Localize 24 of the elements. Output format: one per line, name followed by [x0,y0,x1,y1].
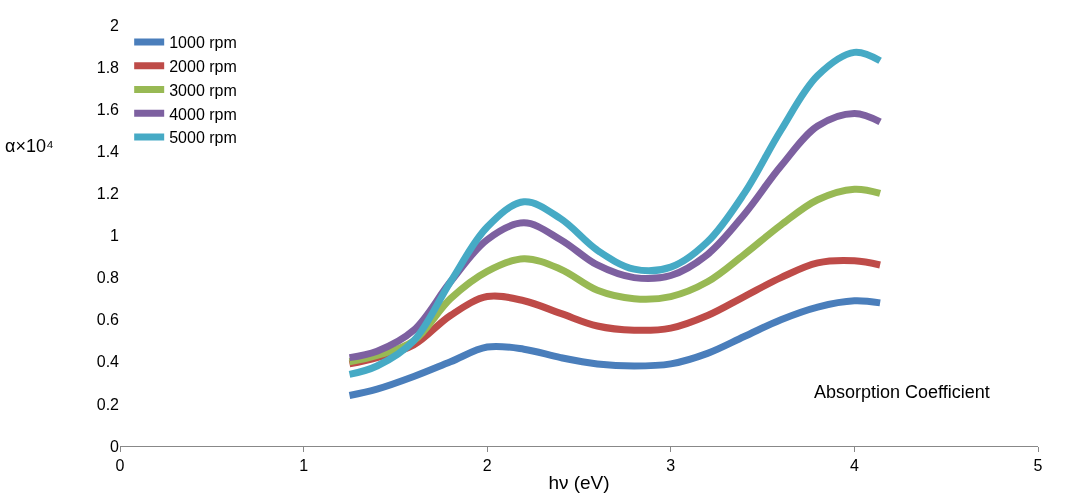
legend-label: 3000 rpm [169,81,237,99]
x-tick-label: 2 [482,457,492,475]
legend-label: 5000 rpm [169,129,237,147]
y-tick-label: 2 [110,16,120,34]
x-tick-label: 5 [1033,457,1043,475]
x-tick-label: 4 [849,457,859,475]
x-tick-label: 3 [666,457,676,475]
y-tick-label: 1.2 [96,185,120,202]
x-axis-title: hν (eV) [548,472,610,493]
y-tick-label: 0 [110,437,120,455]
y-tick-label: 0.6 [96,311,120,329]
x-tick-label: 1 [299,457,309,475]
y-tick-label: 1.8 [96,58,120,76]
y-tick-label: 1 [110,227,120,245]
y-axis-title: α×10⁴ [5,136,54,156]
y-tick-label: 0.4 [96,353,120,371]
y-tick-label: 0.2 [96,395,120,413]
annotation: Absorption Coefficient [814,382,990,402]
y-tick-label: 0.8 [96,269,120,287]
legend-label: 4000 rpm [169,105,237,123]
legend-label: 1000 rpm [169,34,237,52]
legend-label: 2000 rpm [169,57,237,75]
y-tick-label: 1.4 [96,142,120,160]
y-tick-label: 1.6 [96,100,120,118]
